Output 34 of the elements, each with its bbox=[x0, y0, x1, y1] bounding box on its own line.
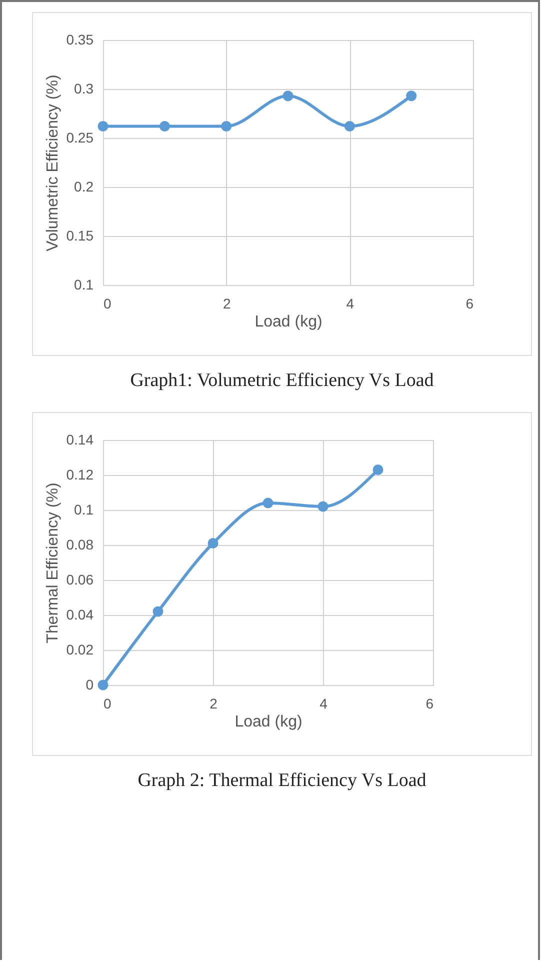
point bbox=[98, 680, 108, 690]
x-tick-label: 2 bbox=[222, 296, 231, 312]
y-tick-label: 0.14 bbox=[66, 432, 94, 448]
x-tick-label: 4 bbox=[320, 696, 328, 712]
caption: Graph1: Volumetric Efficiency Vs Load bbox=[129, 370, 435, 392]
x-tick-label: 4 bbox=[346, 296, 354, 312]
point bbox=[152, 606, 164, 617]
y-tick-label: 0 bbox=[86, 676, 94, 692]
point bbox=[262, 498, 274, 508]
y-tick-label: 0.2 bbox=[74, 178, 94, 194]
x-tick-label: 6 bbox=[426, 696, 434, 712]
point bbox=[208, 538, 218, 548]
y-tick-label: 0.02 bbox=[66, 642, 94, 658]
y-axis-title: Thermal Efficiency (%) bbox=[44, 482, 62, 644]
y-tick-label: 0.35 bbox=[66, 32, 94, 48]
y-tick-label: 0.04 bbox=[66, 606, 94, 622]
y-tick-label: 0.08 bbox=[66, 536, 94, 552]
point bbox=[318, 501, 328, 512]
point bbox=[372, 464, 384, 475]
y-tick-label: 0.15 bbox=[66, 228, 94, 244]
y-tick-label: 0.12 bbox=[66, 466, 94, 482]
y-tick-label: 0.3 bbox=[74, 80, 94, 96]
x-axis-title: Load (kg) bbox=[234, 714, 302, 730]
y-axis-title: Volumetric Efficiency (%) bbox=[44, 74, 62, 252]
y-tick-label: 0.1 bbox=[74, 276, 94, 292]
x-tick-label: 0 bbox=[104, 696, 112, 712]
caption: Graph 2: Thermal Efficiency Vs Load bbox=[136, 770, 428, 792]
x-tick-label: 2 bbox=[210, 696, 218, 712]
x-tick-label: 0 bbox=[104, 296, 112, 312]
y-tick-label: 0.1 bbox=[74, 502, 94, 518]
x-tick-label: 6 bbox=[466, 296, 474, 312]
x-axis-title: Load (kg) bbox=[254, 314, 322, 330]
y-tick-label: 0.06 bbox=[66, 572, 94, 588]
y-tick-label: 0.25 bbox=[66, 130, 94, 146]
